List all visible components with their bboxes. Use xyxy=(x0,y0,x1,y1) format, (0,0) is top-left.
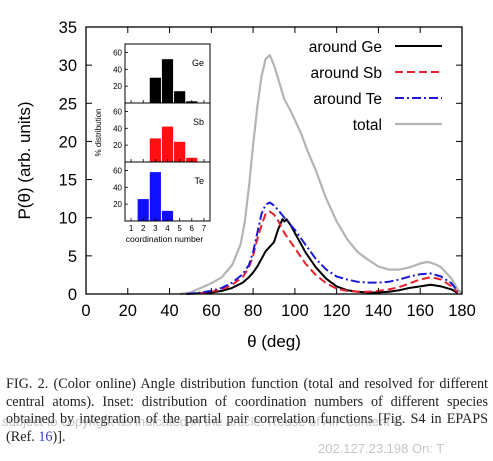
x-tick-label: 40 xyxy=(160,302,178,320)
inset-bar xyxy=(137,199,149,221)
y-tick-label: 30 xyxy=(59,57,77,75)
inset-bar xyxy=(174,91,186,103)
series-line-around-te xyxy=(186,201,459,295)
x-tick-label: 120 xyxy=(323,302,351,320)
y-tick-label: 35 xyxy=(59,19,77,37)
figure-caption: FIG. 2. (Color online) Angle distributio… xyxy=(6,376,488,446)
inset-y-tick-label: 40 xyxy=(113,65,122,74)
inset-x-tick-label: 4 xyxy=(165,224,170,233)
reference-link[interactable]: 16 xyxy=(38,428,53,445)
inset-panel-label: Sb xyxy=(193,117,204,127)
x-tick-label: 160 xyxy=(406,302,434,320)
inset-y-tick-label: 60 xyxy=(113,107,122,116)
inset-panel-te: 20 40 60 Te xyxy=(113,161,211,222)
x-tick-label: 180 xyxy=(448,302,476,320)
inset-bar xyxy=(174,141,186,162)
y-tick-label: 0 xyxy=(68,286,77,304)
y-axis-label: P(θ) (arb. units) xyxy=(15,101,34,219)
inset-y-tick-label: 60 xyxy=(113,48,122,57)
x-tick-label: 20 xyxy=(119,302,137,320)
inset-panel-sb: 20 40 60 Sb xyxy=(113,102,211,163)
inset-panel-label: Te xyxy=(194,176,204,186)
inset-bar xyxy=(161,59,174,103)
plot-frame xyxy=(85,26,463,295)
inset-x-tick-label: 2 xyxy=(141,224,146,233)
inset-y-tick-label: 40 xyxy=(113,124,122,133)
inset-bar xyxy=(149,77,161,103)
inset-panel-label: Ge xyxy=(192,58,204,68)
legend: around Ge around Sb around Te total xyxy=(309,39,442,134)
caption-text: (Color online) Angle distribution functi… xyxy=(6,376,488,445)
inset-y-tick-label: 60 xyxy=(113,166,122,175)
inset-x-axis-label: coordination number xyxy=(126,234,204,244)
inset-x-tick-label: 1 xyxy=(129,224,134,233)
inset-x-tick-label: 7 xyxy=(202,224,207,233)
legend-label: around Te xyxy=(313,91,382,108)
inset-panel-ge: 20 40 60 Ge xyxy=(113,43,211,104)
caption-text-end: )]. xyxy=(52,428,66,445)
inset-y-tick-label: 20 xyxy=(113,141,122,150)
inset-y-tick-label: 40 xyxy=(113,183,122,192)
inset-x-tick-label: 3 xyxy=(153,224,158,233)
y-tick-label: 15 xyxy=(59,172,77,190)
inset-x-tick-label: 6 xyxy=(190,224,195,233)
inset-x-tick-label: 5 xyxy=(177,224,182,233)
inset-bar xyxy=(161,210,174,221)
y-tick-label: 10 xyxy=(59,210,77,228)
y-tick-label: 5 xyxy=(68,248,77,266)
x-tick-label: 60 xyxy=(202,302,220,320)
series-lines xyxy=(179,54,463,296)
series-line-around-sb xyxy=(186,210,459,295)
inset-y-tick-label: 20 xyxy=(113,82,122,91)
x-tick-label: 100 xyxy=(281,302,309,320)
x-tick-label: 140 xyxy=(365,302,393,320)
inset-bar xyxy=(149,138,161,162)
x-tick-label: 0 xyxy=(81,302,90,320)
series-line-around-ge xyxy=(186,218,459,295)
figure-label: FIG. 2. xyxy=(6,376,49,392)
inset-bar xyxy=(161,126,174,162)
legend-label: around Ge xyxy=(309,39,382,56)
inset-coordination-histogram: 20 40 60 Ge 20 40 60 Sb 20 40 60 Te 1 2 3 4 5 6 7coordinat… xyxy=(94,43,211,244)
legend-label: total xyxy=(353,117,382,134)
inset-y-axis-label: % distribution xyxy=(94,108,103,156)
y-tick-label: 20 xyxy=(59,133,77,151)
inset-y-tick-label: 20 xyxy=(113,200,122,209)
x-axis-label: θ (deg) xyxy=(247,332,301,351)
legend-label: around Sb xyxy=(310,65,382,82)
x-tick-label: 80 xyxy=(244,302,262,320)
series-line-total xyxy=(179,54,463,296)
inset-bar xyxy=(149,172,161,221)
y-tick-label: 25 xyxy=(59,95,77,113)
